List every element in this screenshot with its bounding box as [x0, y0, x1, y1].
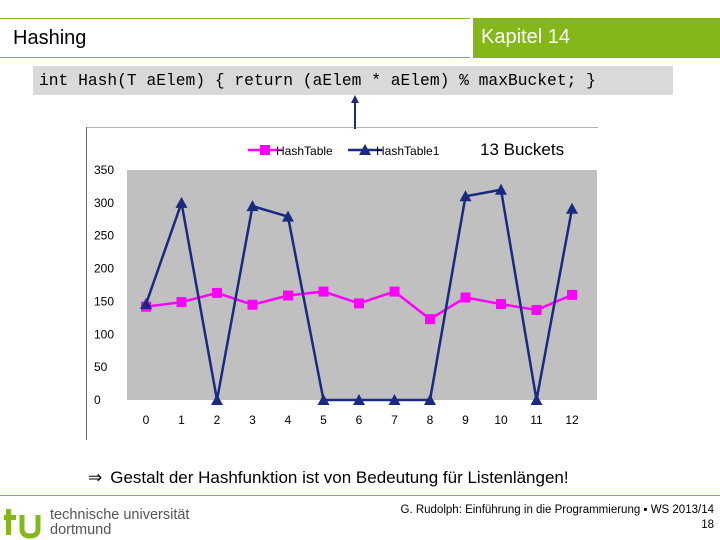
data-point-square: [176, 297, 187, 308]
plot-area: [127, 170, 597, 400]
y-tick-label: 150: [94, 294, 114, 308]
data-point-square: [354, 298, 364, 309]
y-tick-label: 300: [94, 196, 114, 210]
data-point-square: [567, 289, 577, 300]
tu-logo-icon: [4, 509, 41, 539]
legend-marker-triangle: [359, 144, 371, 155]
university-line2: dortmund: [50, 522, 112, 538]
legend-label: HashTable1: [376, 144, 440, 158]
x-tick-label: 1: [178, 413, 185, 427]
data-point-square: [283, 290, 293, 301]
data-point-square: [531, 304, 542, 315]
bucket-annotation: 13 Buckets: [480, 140, 565, 159]
x-tick-label: 6: [356, 413, 363, 427]
data-point-square: [389, 286, 400, 297]
conclusion-text: Gestalt der Hashfunktion ist von Bedeutu…: [110, 468, 569, 487]
x-tick-label: 4: [285, 413, 292, 427]
x-tick-label: 5: [320, 413, 327, 427]
y-tick-label: 200: [94, 262, 114, 276]
data-point-square: [247, 299, 258, 310]
data-point-triangle: [175, 196, 188, 208]
footer-divider: [0, 495, 720, 496]
implies-icon: ⇒: [88, 468, 103, 487]
x-tick-label: 7: [391, 413, 398, 427]
data-point-triangle: [459, 190, 472, 202]
data-point-triangle: [495, 183, 507, 195]
x-tick-label: 9: [462, 413, 469, 427]
conclusion-line: ⇒ Gestalt der Hashfunktion ist von Bedeut…: [88, 468, 569, 488]
arrow-up-icon: [351, 95, 359, 129]
data-point-triangle: [246, 200, 259, 212]
x-tick-label: 3: [249, 413, 256, 427]
header-title-bar: Hashing: [0, 18, 470, 58]
code-line: int Hash(T aElem) { return (aElem * aEle…: [39, 71, 596, 90]
x-tick-label: 12: [565, 413, 579, 427]
legend-marker-square: [260, 145, 270, 155]
y-tick-label: 350: [94, 163, 114, 177]
university-line1: technische universität: [50, 507, 190, 523]
data-point-triangle: [353, 394, 365, 405]
data-point-triangle: [282, 210, 294, 222]
data-point-square: [212, 287, 222, 298]
data-point-triangle: [211, 394, 223, 405]
y-tick-label: 50: [94, 360, 108, 374]
university-name: technische universität dortmund: [50, 508, 189, 538]
x-tick-label: 11: [530, 413, 543, 427]
page-title: Hashing: [13, 27, 87, 49]
data-point-triangle: [140, 298, 152, 310]
data-point-square: [460, 292, 471, 303]
data-point-square: [318, 286, 329, 297]
data-point-triangle: [566, 202, 578, 214]
x-tick-label: 0: [143, 413, 150, 427]
chapter-label: Kapitel 14: [481, 26, 570, 48]
legend-label: HashTable: [276, 144, 333, 158]
code-box: int Hash(T aElem) { return (aElem * aEle…: [33, 66, 673, 95]
data-point-triangle: [388, 394, 401, 405]
page-number: 18: [701, 519, 714, 531]
data-point-square: [425, 314, 435, 325]
citation-text: G. Rudolph: Einführung in die Programmie…: [400, 504, 714, 516]
chapter-bar: Kapitel 14: [473, 18, 720, 58]
x-tick-label: 2: [214, 413, 221, 427]
footer-citation: G. Rudolph: Einführung in die Programmie…: [401, 503, 714, 533]
data-point-triangle: [530, 394, 543, 405]
x-tick-label: 10: [494, 413, 508, 427]
y-tick-label: 100: [94, 327, 114, 341]
data-point-square: [496, 299, 506, 310]
y-tick-label: 0: [94, 393, 101, 407]
data-point-triangle: [424, 394, 436, 405]
data-point-triangle: [317, 394, 330, 405]
x-tick-label: 8: [427, 413, 434, 427]
y-tick-label: 250: [94, 229, 114, 243]
